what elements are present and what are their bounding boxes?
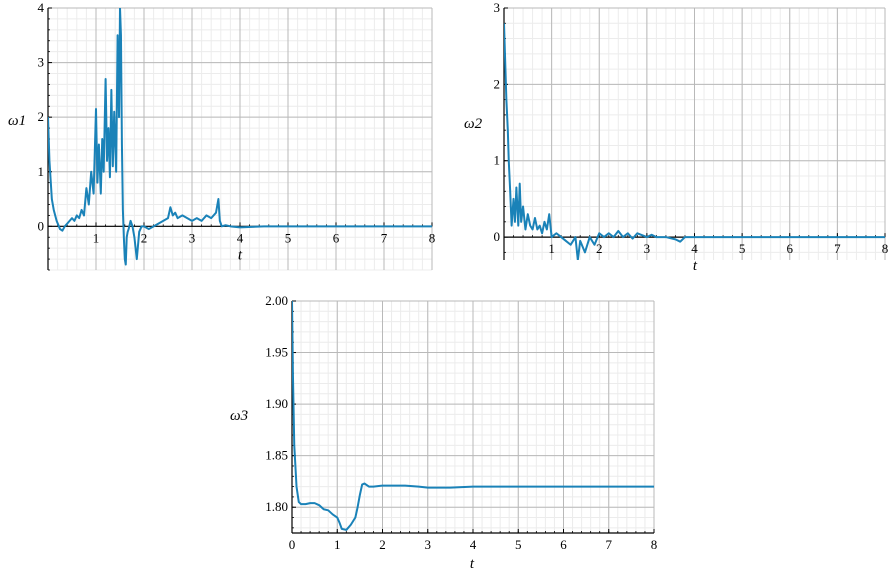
- x-tick-label: 2: [596, 241, 603, 256]
- x-tick-label: 6: [560, 537, 567, 552]
- chart-omega3: 0 1 2 3 4 5 6 7 8 1.80 1.85 1.90 1.95 2.00 t ω3: [230, 293, 657, 572]
- x-tick-label: 7: [381, 230, 388, 245]
- y-tick-label: 1: [38, 164, 45, 179]
- y-tick-label: 1.90: [265, 396, 288, 411]
- x-axis-label: t: [470, 556, 475, 572]
- x-tick-label: 8: [651, 537, 658, 552]
- x-tick-label: 5: [739, 241, 746, 256]
- y-tick-label: 1.95: [265, 345, 288, 360]
- x-tick-label: 1: [334, 537, 341, 552]
- y-tick-label: 0: [494, 229, 501, 244]
- x-tick-label: 1: [548, 241, 555, 256]
- y-tick-label: 3: [38, 55, 45, 70]
- x-axis-label: t: [238, 247, 243, 263]
- x-tick-label: 4: [470, 537, 477, 552]
- x-tick-label: 8: [882, 241, 889, 256]
- y-axis-label: ω1: [8, 113, 26, 129]
- chart-omega2: 1 2 3 4 5 6 7 8 0 1 2 3 t ω2: [464, 0, 888, 274]
- series-line-omega3: [292, 301, 654, 531]
- series-line-omega1: [48, 8, 432, 266]
- major-grid: [291, 300, 655, 533]
- x-tick-label: 1: [93, 230, 100, 245]
- y-axis-label: ω2: [464, 116, 483, 132]
- x-tick-label: 7: [606, 537, 613, 552]
- y-tick-label: 0: [38, 218, 45, 233]
- y-tick-label: 4: [38, 0, 45, 15]
- chart-omega1: 1 2 3 4 5 6 7 8 0 1 2 3 4 t ω1: [8, 0, 436, 271]
- y-tick-label: 1: [494, 153, 501, 168]
- x-tick-label: 0: [289, 537, 296, 552]
- x-tick-label: 8: [429, 230, 436, 245]
- y-axis-label: ω3: [230, 408, 248, 424]
- x-tick-label: 3: [644, 241, 651, 256]
- x-axis-label: t: [693, 258, 698, 274]
- y-tick-label: 2: [494, 76, 501, 91]
- x-tick-label: 6: [333, 230, 340, 245]
- x-tick-label: 2: [141, 230, 148, 245]
- x-tick-label: 6: [787, 241, 794, 256]
- y-tick-label: 1.80: [265, 499, 288, 514]
- x-tick-label: 3: [425, 537, 432, 552]
- x-tick-label: 4: [237, 230, 244, 245]
- y-tick-label: 2.00: [265, 293, 288, 308]
- x-tick-label: 7: [834, 241, 841, 256]
- x-tick-label: 3: [189, 230, 196, 245]
- x-tick-label: 2: [379, 537, 386, 552]
- y-tick-label: 2: [38, 109, 45, 124]
- y-tick-label: 3: [494, 0, 501, 15]
- y-tick-label: 1.85: [265, 448, 288, 463]
- x-tick-label: 4: [691, 241, 698, 256]
- series-line-omega2: [504, 23, 885, 260]
- x-tick-label: 5: [285, 230, 292, 245]
- x-tick-label: 5: [515, 537, 522, 552]
